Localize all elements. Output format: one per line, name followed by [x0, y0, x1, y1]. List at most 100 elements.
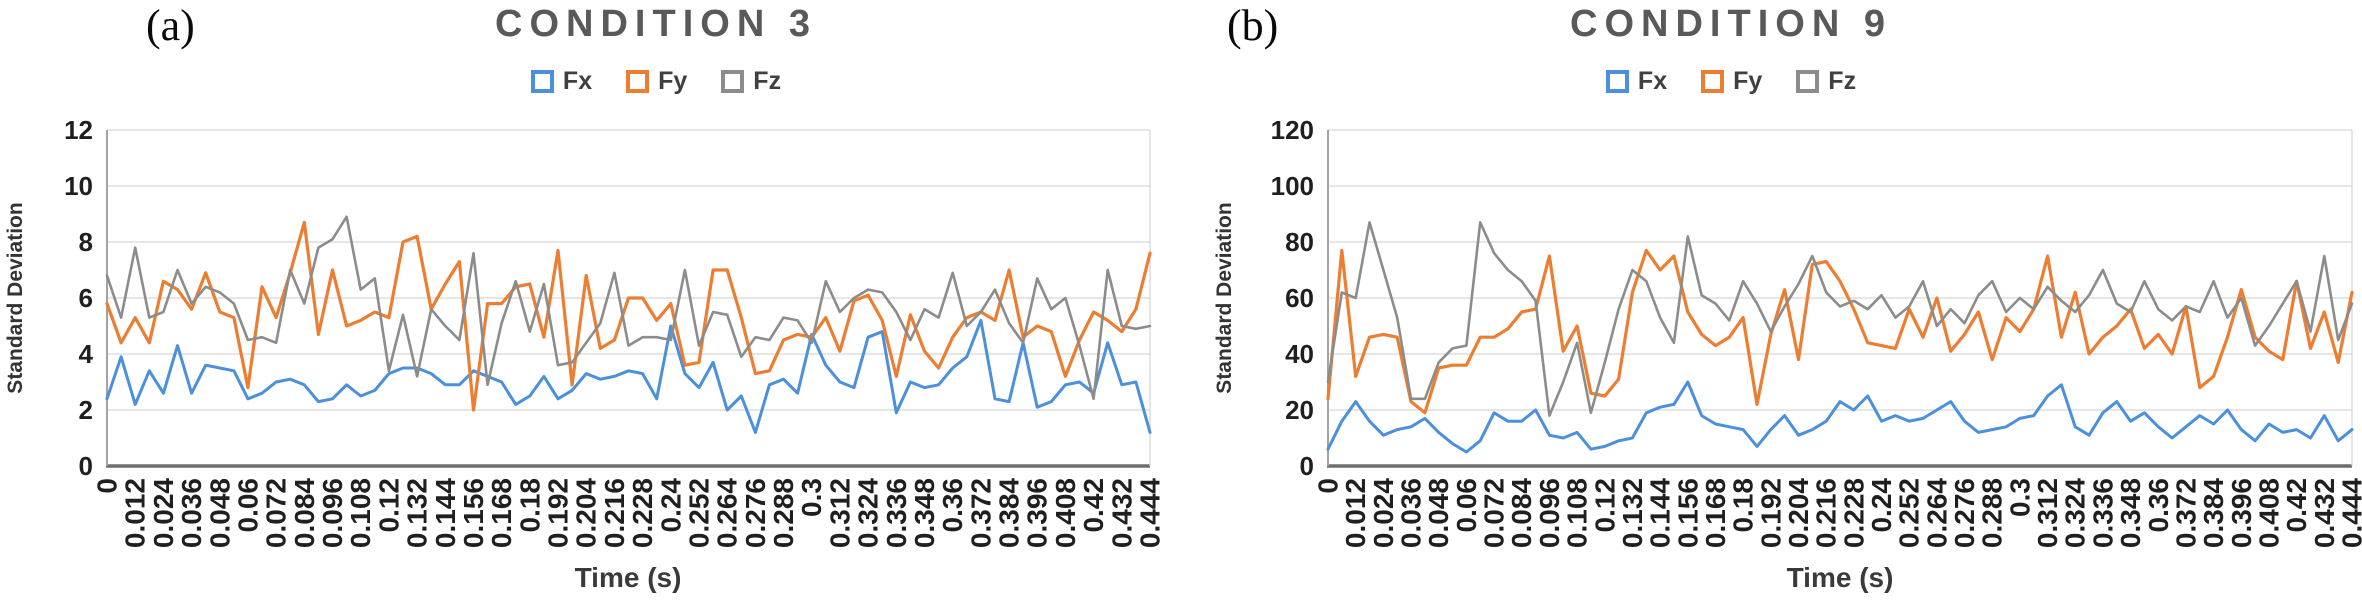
- x-tick-label: 0.228: [627, 478, 658, 548]
- y-tick-label: 100: [1271, 171, 1314, 201]
- legend-swatch-fx-icon: [530, 69, 554, 93]
- x-tick-label: 0.156: [458, 478, 489, 548]
- chart-title-condition-3: CONDITION 3: [495, 3, 817, 45]
- x-tick-label: 0.048: [1423, 478, 1454, 548]
- legend-swatch-fz-icon: [721, 69, 745, 93]
- y-tick-label: 20: [1285, 395, 1314, 425]
- x-tick-label: 0.312: [2032, 478, 2063, 548]
- series-line-fx: [105, 318, 1152, 434]
- x-axis-title: Time (s): [574, 562, 682, 593]
- plot-area-condition-9: 02040608010012000.0120.0240.0360.0480.06…: [1271, 115, 2362, 548]
- x-tick-label: 0: [1313, 478, 1344, 494]
- legend-label-fy: Fy: [1733, 66, 1763, 95]
- x-tick-label: 0.324: [853, 478, 884, 548]
- x-tick-label: 0.192: [1755, 478, 1786, 548]
- x-tick-label: 0.36: [937, 478, 968, 533]
- legend-swatch-fz-icon: [1796, 69, 1820, 93]
- y-tick-label: 0: [1300, 451, 1314, 481]
- x-tick-label: 0.168: [1700, 478, 1731, 548]
- x-tick-label: 0.18: [1728, 478, 1759, 533]
- x-tick-label: 0.096: [317, 478, 348, 548]
- x-tick-label: 0.444: [1135, 478, 1166, 548]
- x-tick-label: 0.264: [1921, 478, 1952, 548]
- x-tick-label: 0.144: [1645, 478, 1676, 548]
- x-tick-label: 0.228: [1838, 478, 1869, 548]
- x-tick-label: 0.024: [148, 478, 179, 548]
- x-tick-label: 0.324: [2060, 478, 2091, 548]
- legend-item-fx: Fx: [1605, 66, 1668, 95]
- subfigure-label-a: (a): [146, 1, 195, 50]
- y-tick-label: 10: [64, 171, 93, 201]
- legend-label-fy: Fy: [658, 66, 688, 95]
- legend-label-fx: Fx: [1637, 66, 1668, 95]
- x-tick-label: 0.204: [571, 478, 602, 548]
- x-tick-label: 0.216: [1811, 478, 1842, 548]
- y-tick-label: 120: [1271, 115, 1314, 145]
- x-tick-label: 0.288: [1977, 478, 2008, 548]
- x-axis-title: Time (s): [1786, 562, 1894, 593]
- x-tick-label: 0.132: [402, 478, 433, 548]
- series-line-fy: [105, 220, 1152, 412]
- x-tick-label: 0.12: [1589, 478, 1620, 533]
- x-tick-label: 0.06: [1451, 478, 1482, 533]
- x-tick-label: 0.252: [1894, 478, 1925, 548]
- x-tick-label: 0.048: [204, 478, 235, 548]
- x-tick-label: 0.3: [2004, 478, 2035, 517]
- legend-label-fx: Fx: [562, 66, 593, 95]
- y-tick-label: 40: [1285, 339, 1314, 369]
- legend: Fx Fy Fz: [1531, 64, 1931, 98]
- x-tick-label: 0.06: [232, 478, 263, 533]
- x-tick-label: 0.384: [994, 478, 1025, 548]
- y-tick-label: 6: [79, 283, 93, 313]
- x-tick-label: 0.132: [1617, 478, 1648, 548]
- series-line-fy: [1326, 248, 2354, 415]
- x-tick-label: 0.012: [120, 478, 151, 548]
- x-tick-label: 0.144: [430, 478, 461, 548]
- x-tick-label: 0.276: [1949, 478, 1980, 548]
- x-tick-label: 0.396: [2226, 478, 2257, 548]
- x-tick-label: 0.252: [683, 478, 714, 548]
- x-tick-label: 0.072: [1479, 478, 1510, 548]
- y-tick-label: 8: [79, 227, 93, 257]
- x-tick-label: 0.12: [373, 478, 404, 533]
- legend-item-fz: Fz: [1796, 66, 1857, 95]
- x-tick-label: 0: [92, 478, 123, 494]
- x-tick-label: 0.036: [1396, 478, 1427, 548]
- x-tick-label: 0.24: [1866, 478, 1897, 533]
- x-tick-label: 0.084: [1506, 478, 1537, 548]
- x-tick-label: 0.084: [289, 478, 320, 548]
- chart-panel-condition-9: (b) CONDITION 9 Fx Fy Fz Standard Deviat…: [1181, 0, 2362, 612]
- x-tick-label: 0.372: [965, 478, 996, 548]
- y-tick-label: 12: [64, 115, 93, 145]
- y-tick-label: 4: [79, 339, 94, 369]
- legend-label-fz: Fz: [753, 66, 782, 95]
- x-tick-label: 0.312: [824, 478, 855, 548]
- x-tick-label: 0.204: [1783, 478, 1814, 548]
- plot-area-condition-3: 02468101200.0120.0240.0360.0480.060.0720…: [64, 115, 1166, 548]
- x-tick-label: 0.24: [655, 478, 686, 533]
- x-tick-label: 0.396: [1022, 478, 1053, 548]
- series-line-fz: [1326, 221, 2354, 417]
- chart-panel-condition-3: (a) CONDITION 3 Fx Fy Fz Standard Deviat…: [4, 1, 1166, 593]
- y-tick-label: 60: [1285, 283, 1314, 313]
- x-tick-label: 0.288: [768, 478, 799, 548]
- legend-item-fy: Fy: [1701, 66, 1763, 95]
- legend-swatch-fx-icon: [1605, 69, 1629, 93]
- legend-swatch-fy-icon: [1701, 69, 1725, 93]
- subfigure-label-b: (b): [1227, 1, 1279, 50]
- x-tick-label: 0.444: [2337, 478, 2362, 548]
- x-tick-label: 0.348: [909, 478, 940, 548]
- legend: Fx Fy Fz: [456, 64, 856, 98]
- x-tick-label: 0.18: [514, 478, 545, 533]
- x-tick-label: 0.192: [543, 478, 574, 548]
- chart-title-condition-9: CONDITION 9: [1570, 3, 1892, 45]
- x-tick-label: 0.216: [599, 478, 630, 548]
- y-tick-label: 80: [1285, 227, 1314, 257]
- legend-item-fz: Fz: [721, 66, 782, 95]
- legend-swatch-fy-icon: [626, 69, 650, 93]
- x-tick-label: 0.264: [712, 478, 743, 548]
- legend-label-fz: Fz: [1828, 66, 1857, 95]
- x-tick-label: 0.432: [2309, 478, 2340, 548]
- x-tick-label: 0.336: [2087, 478, 2118, 548]
